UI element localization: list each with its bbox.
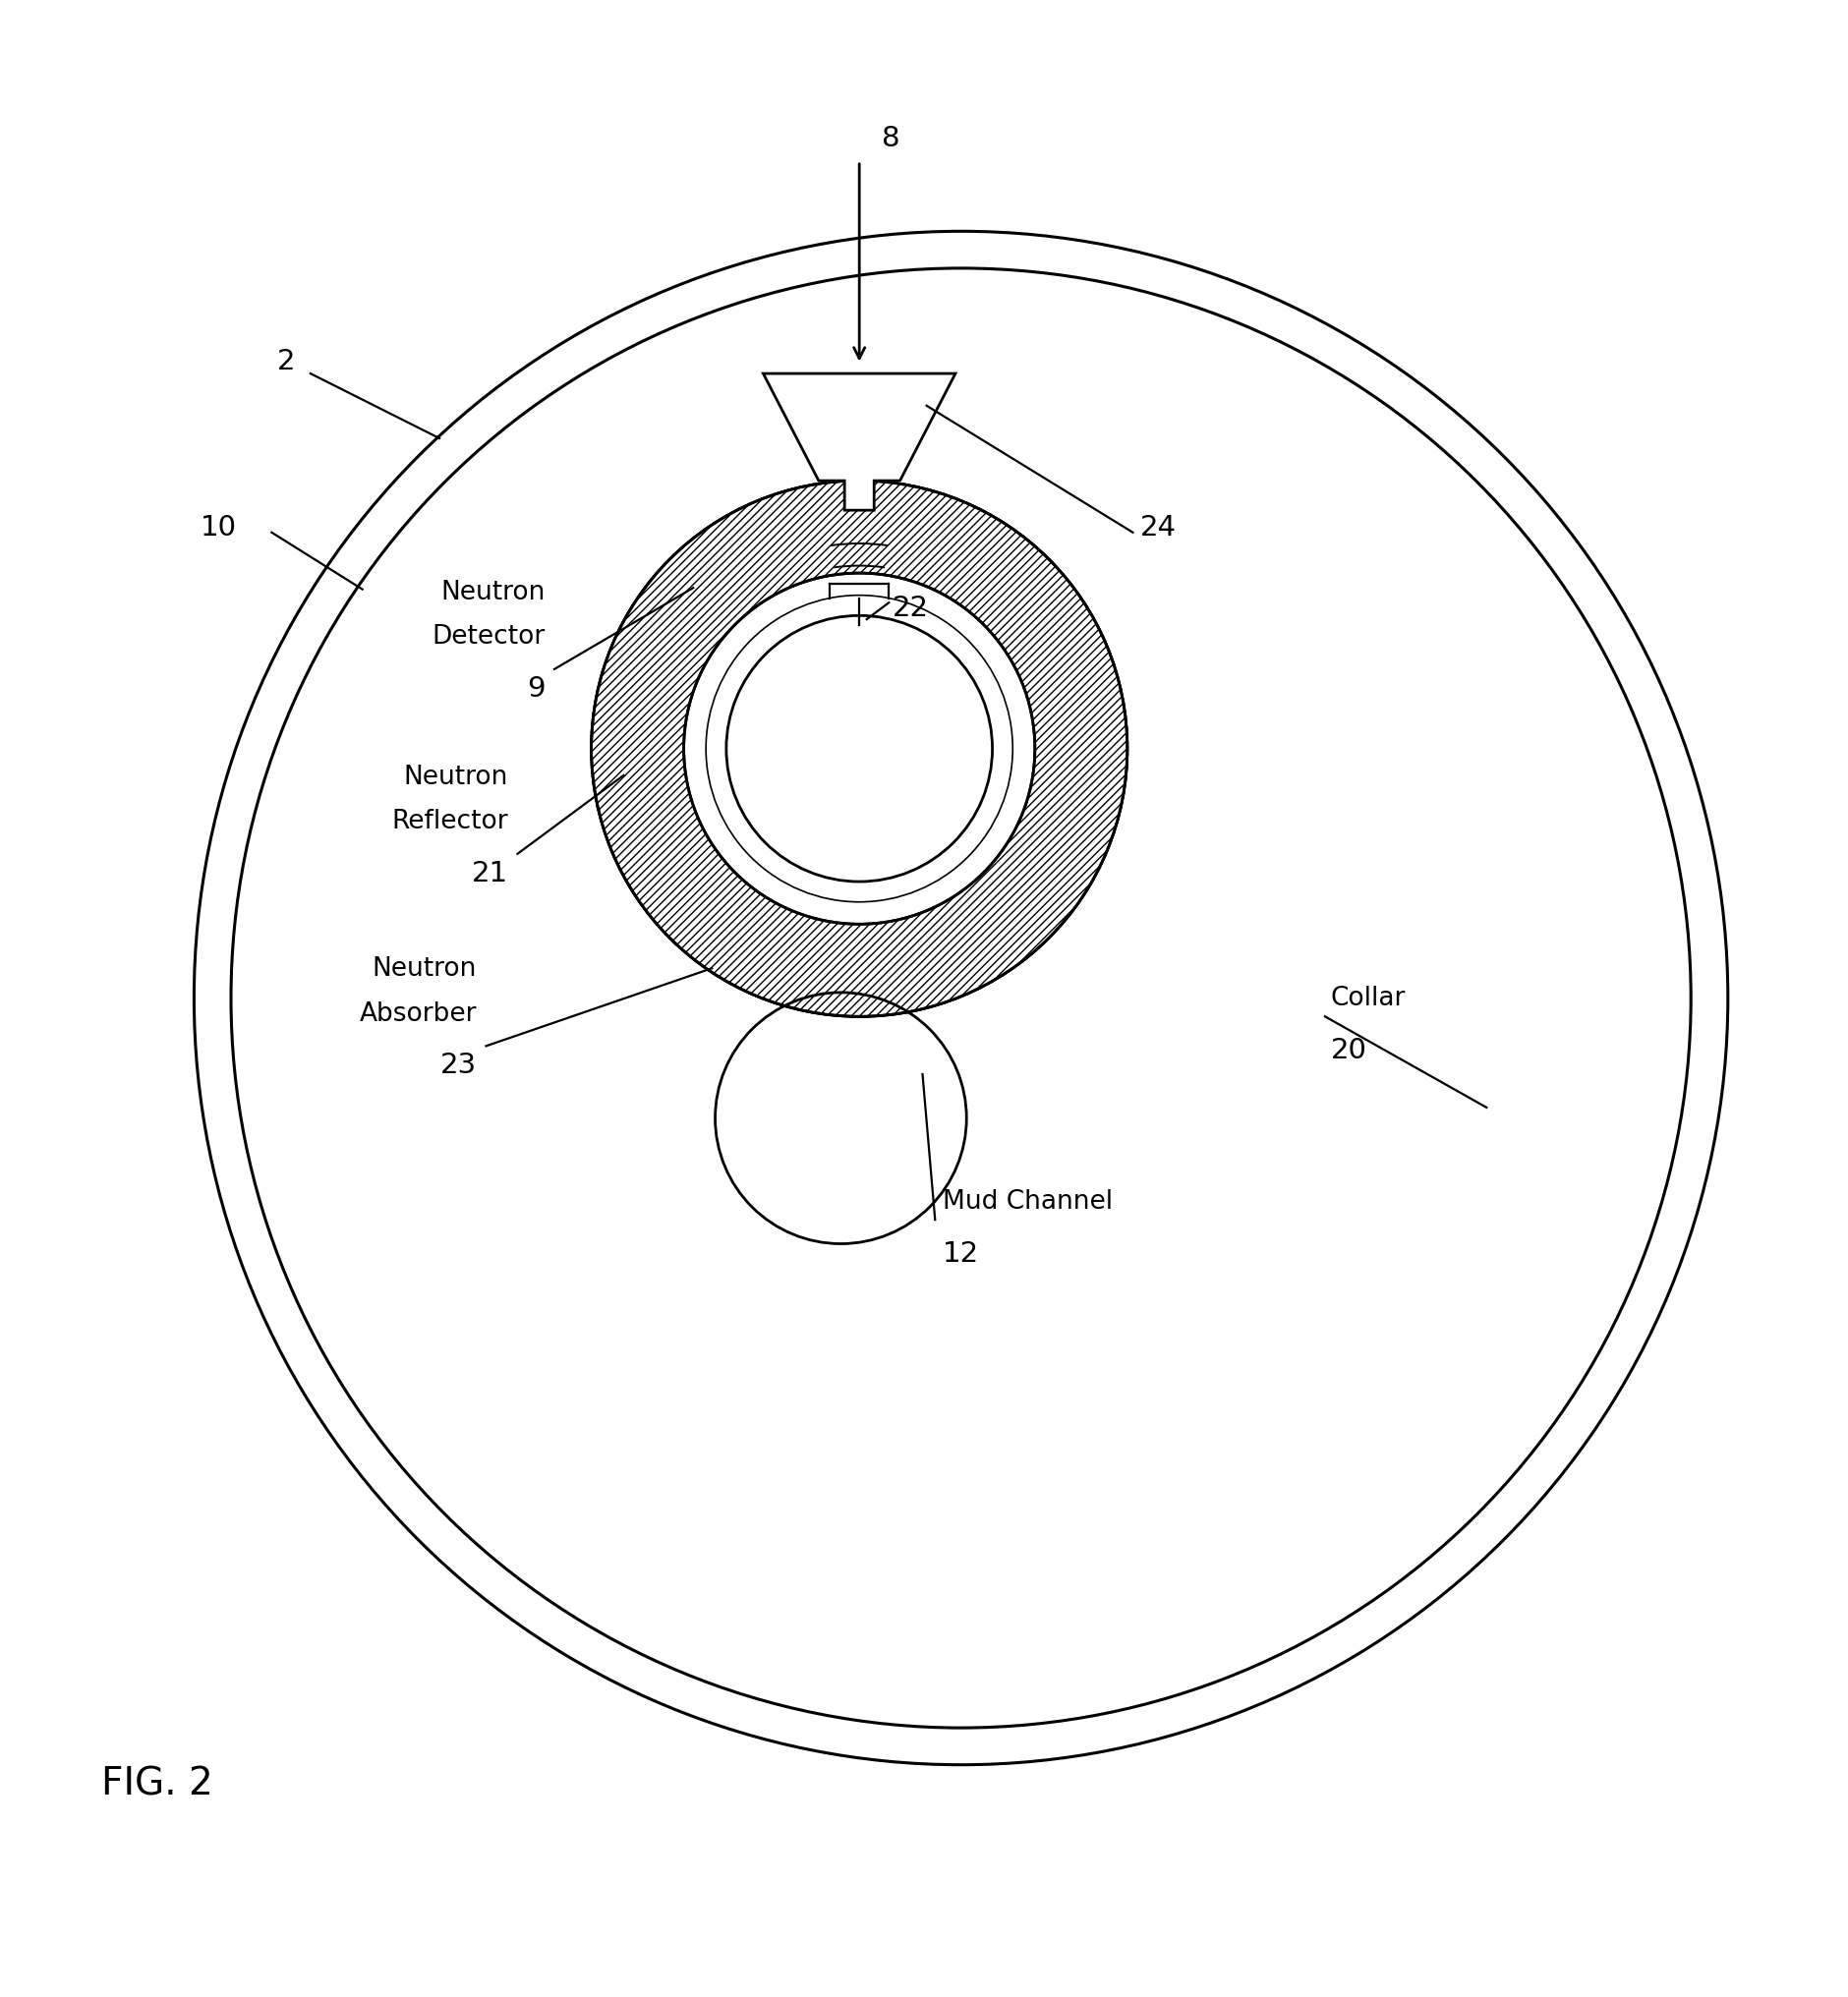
Text: 8: 8 xyxy=(881,126,900,152)
Text: 22: 22 xyxy=(893,593,930,621)
Text: Detector: Detector xyxy=(432,623,545,649)
Circle shape xyxy=(726,617,992,883)
Polygon shape xyxy=(763,373,955,511)
Text: Collar: Collar xyxy=(1331,987,1406,1010)
Text: Neutron: Neutron xyxy=(371,957,477,983)
Text: 20: 20 xyxy=(1331,1036,1368,1064)
Text: Reflector: Reflector xyxy=(392,809,508,835)
Text: Absorber: Absorber xyxy=(359,1000,477,1026)
Text: Neutron: Neutron xyxy=(403,765,508,789)
Text: 23: 23 xyxy=(440,1050,477,1078)
Text: 2: 2 xyxy=(277,347,296,375)
Text: 10: 10 xyxy=(200,513,237,541)
Text: Neutron: Neutron xyxy=(440,579,545,605)
Text: 24: 24 xyxy=(1140,513,1177,541)
Text: Mud Channel: Mud Channel xyxy=(942,1188,1112,1214)
Text: 12: 12 xyxy=(942,1240,979,1268)
Text: FIG. 2: FIG. 2 xyxy=(102,1765,214,1801)
Text: 21: 21 xyxy=(471,859,508,887)
Text: 9: 9 xyxy=(527,675,545,703)
Circle shape xyxy=(591,481,1127,1016)
